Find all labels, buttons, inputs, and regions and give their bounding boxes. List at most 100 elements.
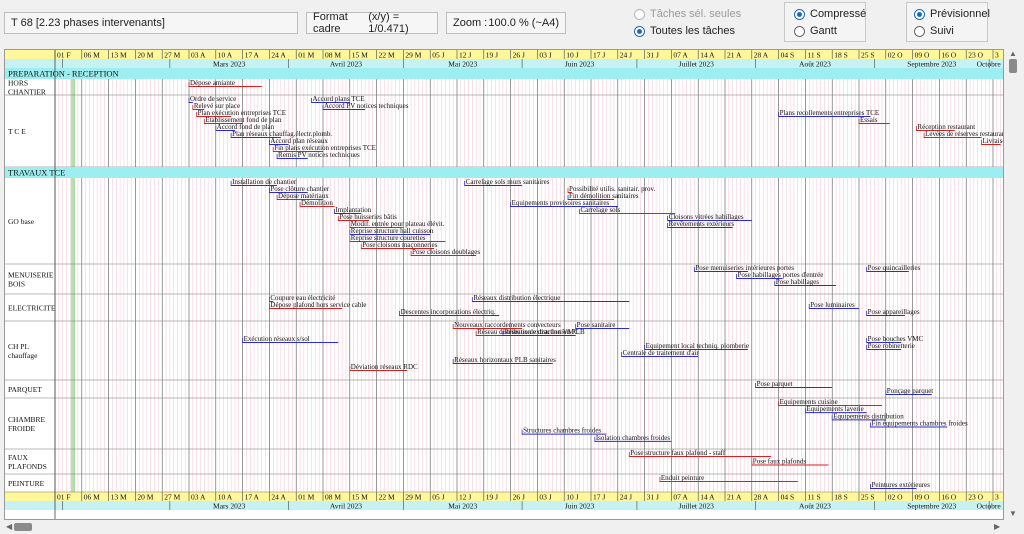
task-label: Equipements cuisine (780, 398, 838, 406)
week-label: 23 O (968, 51, 983, 60)
task-label: Implantation (335, 206, 371, 214)
zoom-value: 100.0 % (~A4) (488, 17, 559, 29)
week-label: 06 M (84, 493, 100, 502)
week-label: 19 J (486, 493, 498, 502)
week-label: 09 O (915, 51, 930, 60)
week-label: 03 A (191, 493, 206, 502)
task-label: Descentes incorporations électriq. (401, 308, 496, 316)
horizontal-scroll-thumb[interactable] (14, 523, 32, 531)
row-label: CHANTIER (8, 88, 46, 97)
week-label: 28 A (754, 51, 769, 60)
horizontal-scrollbar[interactable]: ◀ ▶ (4, 520, 1006, 534)
view-compressed-radio[interactable]: Compressé (794, 6, 866, 22)
scroll-down-icon[interactable]: ▼ (1009, 509, 1017, 518)
week-label: 17 J (593, 51, 605, 60)
row-label: ELECTRICITE (8, 304, 56, 313)
month-label: Septembre 2023 (907, 502, 956, 511)
week-label: 17 A (245, 51, 260, 60)
scroll-right-icon[interactable]: ▶ (994, 522, 1001, 531)
task-label: Pose bouches VMC (868, 335, 924, 343)
week-label: 15 M (352, 51, 368, 60)
task-label: Accord plans TCE (313, 95, 365, 103)
scroll-left-icon[interactable]: ◀ (6, 522, 13, 531)
week-label: 06 M (84, 51, 100, 60)
week-label: 10 J (566, 493, 578, 502)
task-label: Réseaux horizontaux PLB sanitaires (454, 356, 556, 364)
week-label: 01 F (57, 493, 71, 502)
task-label: Accord PV notices techniques (324, 102, 409, 110)
radio-circle-icon (914, 25, 925, 37)
task-label: Pose quincailleries (868, 264, 921, 272)
today-marker (71, 68, 76, 492)
task-label: Pose luminaires (810, 301, 855, 309)
week-label: 15 M (352, 493, 368, 502)
month-label: Juin 2023 (565, 60, 595, 69)
week-label: 28 A (754, 493, 769, 502)
task-label: Ordre de service (190, 95, 236, 103)
week-label: 05 J (432, 51, 444, 60)
mode-forecast-radio[interactable]: Prévisionnel (914, 6, 990, 22)
week-label: 26 J (513, 51, 525, 60)
task-label: Pose clôture chantier (270, 185, 329, 193)
week-label: 03 J (539, 493, 551, 502)
task-label: Equipements distribution (833, 412, 904, 420)
week-label: 09 O (915, 493, 930, 502)
week-label: 21 A (727, 51, 742, 60)
week-label: 03 A (191, 51, 206, 60)
row-label: chauffage (8, 351, 38, 360)
task-label: Pose habillages portes d'entrée (737, 271, 823, 279)
week-label: 03 J (539, 51, 551, 60)
task-label: Pose appareillages (868, 308, 920, 316)
planning-title-field[interactable]: T 68 [2.23 phases intervenants] (4, 12, 298, 34)
week-label: 10 A (218, 493, 233, 502)
row-label: HORS (8, 79, 28, 88)
row-label: PEINTURE (8, 479, 45, 488)
week-label: 16 O (941, 51, 956, 60)
filter-selected-radio[interactable]: Tâches sél. seules (634, 6, 741, 22)
month-label: Octobre 2023 (977, 502, 1004, 511)
task-label: Carrelage sols murs sanitaires (466, 178, 550, 186)
task-label: Essais (860, 116, 878, 124)
bottom-week-bar (5, 492, 1003, 501)
task-label: Relevé sur place (194, 102, 240, 110)
month-label: Juin 2023 (565, 502, 595, 511)
task-label: Equipements provisoires sanitaires (512, 199, 610, 207)
view-gantt-radio[interactable]: Gantt (794, 23, 837, 39)
week-label: 08 M (325, 51, 341, 60)
task-label: Exécution réseaux s/sol (244, 335, 310, 343)
section-band (5, 167, 1003, 178)
task-label: Pose parquet (757, 380, 793, 388)
scroll-up-icon[interactable]: ▲ (1009, 49, 1017, 58)
task-label: Equipements laverie (806, 405, 863, 413)
week-label: 17 A (245, 493, 260, 502)
section-band (5, 68, 1003, 79)
task-label: Remis PV notices techniques (278, 151, 360, 159)
task-label: Modif. entrée pour plateau élévit. (351, 220, 445, 228)
week-label: 07 A (673, 493, 688, 502)
zoom-field[interactable]: Zoom : 100.0 % (~A4) (446, 12, 566, 34)
week-label: 13 M (111, 51, 127, 60)
filter-all-radio[interactable]: Toutes les tâches (634, 23, 735, 39)
week-label: 08 M (325, 493, 341, 502)
row-label: FAUX (8, 453, 28, 462)
week-label: 14 A (700, 51, 715, 60)
vertical-scrollbar[interactable]: ▲ ▼ (1006, 49, 1020, 520)
task-label: Pose menuiseries intérieures portes (695, 264, 794, 272)
week-label: 16 O (941, 493, 956, 502)
task-label: Dépose amiante (190, 79, 235, 87)
vertical-scroll-thumb[interactable] (1009, 59, 1017, 73)
radio-selected-icon (634, 25, 645, 37)
format-field[interactable]: Format cadre (x/y) = 1/0.471) (306, 11, 438, 35)
planning-chart[interactable]: 01 F 06 M 13 M 20 M 27 M 03 A 10 A 17 A 24 A 01 M… (4, 49, 1004, 520)
month-label: Juillet 2023 (679, 502, 714, 511)
task-label: Centrale de traitement d'air (623, 349, 700, 357)
month-label: Septembre 2023 (907, 60, 956, 69)
week-label: 01 M (298, 493, 314, 502)
radio-selected-icon (914, 8, 925, 20)
mode-followup-radio[interactable]: Suivi (914, 23, 954, 39)
view-compressed-label: Compressé (810, 8, 867, 20)
week-label: 18 S (834, 51, 848, 60)
week-label: 11 S (807, 493, 820, 502)
month-label: Avril 2023 (330, 60, 362, 69)
row-label: PARQUET (8, 385, 42, 394)
